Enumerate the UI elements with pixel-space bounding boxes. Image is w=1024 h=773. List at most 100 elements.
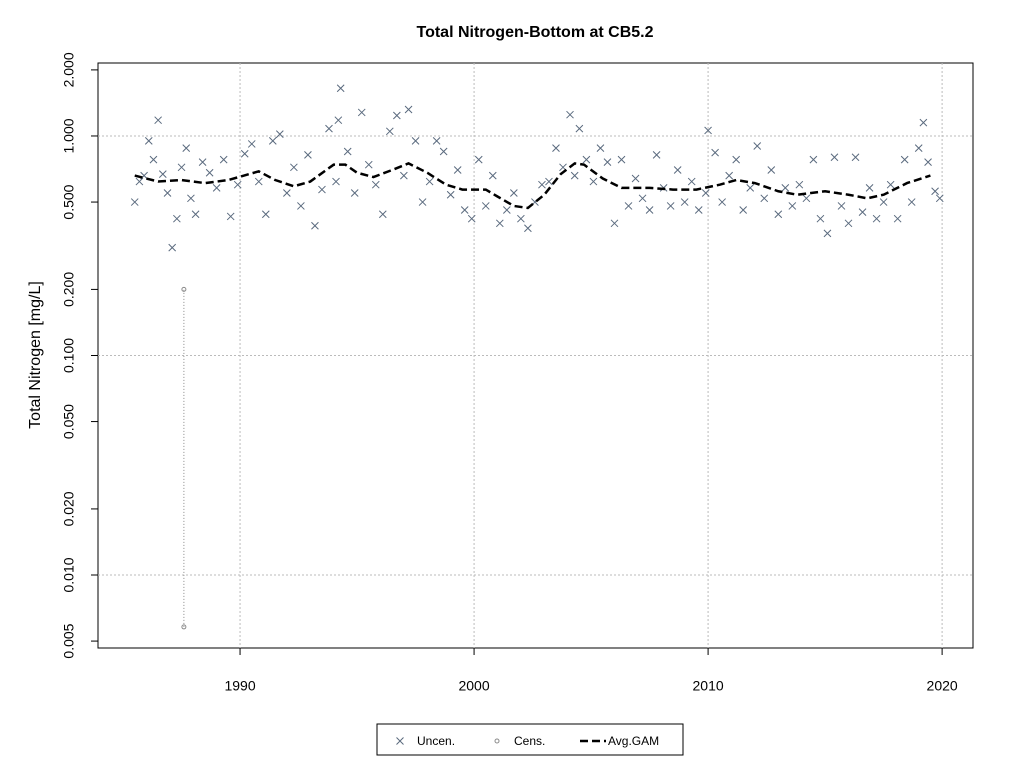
point <box>893 214 902 223</box>
point <box>837 202 846 210</box>
point <box>823 229 832 238</box>
point <box>350 189 359 197</box>
point <box>325 124 333 133</box>
point <box>816 214 825 223</box>
point <box>467 214 476 223</box>
point <box>411 137 420 145</box>
point <box>802 194 811 203</box>
point <box>907 198 916 206</box>
y-tick-label: 1.000 <box>61 118 77 153</box>
point <box>680 198 689 206</box>
point <box>701 189 710 197</box>
point <box>154 116 162 125</box>
point <box>795 180 804 189</box>
legend <box>376 723 684 756</box>
point <box>364 160 373 169</box>
point <box>163 189 172 197</box>
point <box>177 163 186 172</box>
point <box>858 208 867 216</box>
point <box>919 118 928 127</box>
point <box>552 144 560 153</box>
point <box>694 206 703 214</box>
point <box>673 166 682 174</box>
y-tick-label: 2.000 <box>61 52 77 87</box>
point <box>851 153 860 162</box>
point <box>624 202 633 210</box>
x-tick-label: 2010 <box>693 678 724 694</box>
chart-title: Total Nitrogen-Bottom at CB5.2 <box>416 24 653 41</box>
point <box>233 180 242 189</box>
point <box>872 214 881 223</box>
point <box>318 185 326 194</box>
point <box>524 224 532 233</box>
point <box>290 163 298 172</box>
point <box>297 202 305 210</box>
point <box>130 198 139 206</box>
y-tick-label: 0.005 <box>61 623 77 658</box>
point <box>610 219 619 228</box>
point <box>924 158 932 166</box>
legend-label: Cens. <box>514 734 545 748</box>
point <box>182 144 191 153</box>
point <box>439 147 448 156</box>
point <box>219 155 228 164</box>
point <box>400 171 408 180</box>
point <box>283 189 291 197</box>
point <box>753 142 762 150</box>
point <box>718 198 726 206</box>
point <box>844 219 853 228</box>
x-tick-label: 2020 <box>927 678 958 694</box>
point <box>517 214 525 223</box>
point <box>226 212 235 221</box>
y-tick-label: 0.050 <box>61 404 77 439</box>
point <box>582 155 591 164</box>
point <box>631 174 640 183</box>
point <box>304 151 312 159</box>
censored-high <box>181 286 187 292</box>
point <box>198 158 207 166</box>
point <box>488 171 497 180</box>
point <box>638 194 647 203</box>
legend-symbol <box>494 738 500 744</box>
y-tick-label: 0.020 <box>61 491 77 526</box>
point <box>446 190 455 199</box>
point <box>914 144 923 153</box>
y-tick-label: 0.500 <box>61 184 77 219</box>
point <box>205 168 214 177</box>
point <box>809 155 818 164</box>
point <box>509 189 518 197</box>
point <box>603 158 612 166</box>
x-tick-label: 2000 <box>458 678 489 694</box>
point <box>275 130 284 138</box>
point <box>687 177 696 186</box>
point <box>589 177 598 186</box>
point <box>247 140 256 148</box>
point <box>725 171 734 180</box>
point <box>788 202 797 210</box>
point <box>652 151 661 159</box>
point <box>191 210 200 219</box>
point <box>332 177 340 186</box>
point <box>596 144 605 153</box>
point <box>240 149 249 158</box>
point <box>392 111 401 120</box>
point <box>357 108 366 117</box>
point <box>432 137 441 145</box>
point <box>575 124 584 133</box>
point <box>168 243 177 252</box>
point <box>566 110 574 119</box>
point <box>746 184 755 192</box>
point <box>830 153 839 162</box>
y-tick-label: 0.100 <box>61 338 77 373</box>
point <box>173 214 181 223</box>
point <box>158 170 167 179</box>
point <box>732 155 741 164</box>
point <box>617 155 626 164</box>
point <box>781 184 790 192</box>
point <box>645 206 654 214</box>
point <box>343 147 352 156</box>
point <box>704 126 712 135</box>
point <box>149 155 158 164</box>
point <box>418 198 427 206</box>
point <box>453 166 462 174</box>
